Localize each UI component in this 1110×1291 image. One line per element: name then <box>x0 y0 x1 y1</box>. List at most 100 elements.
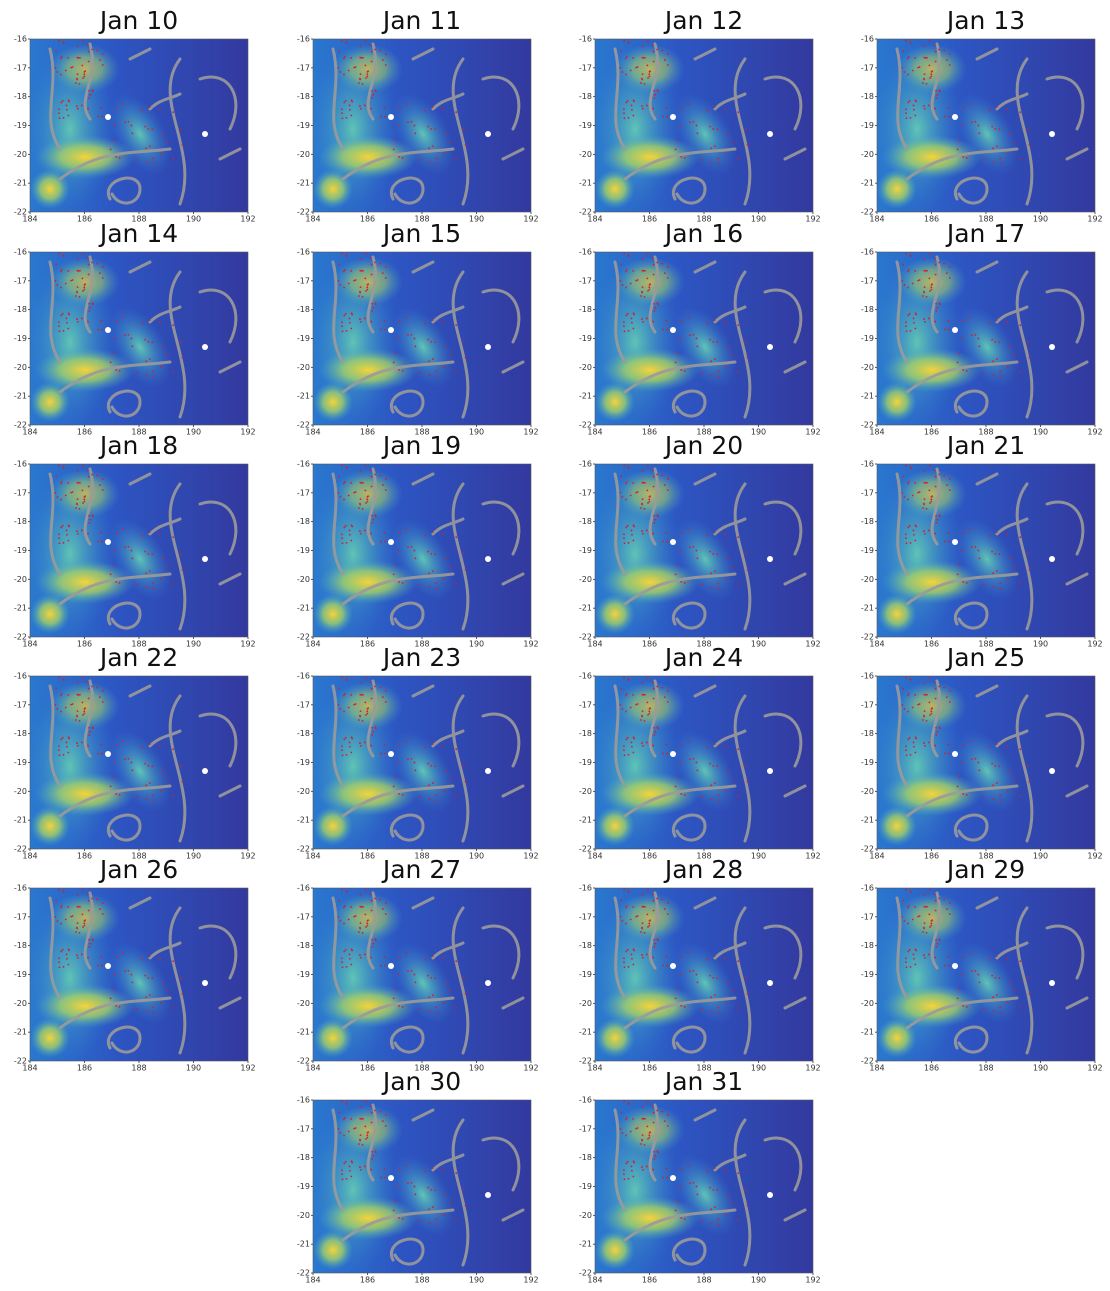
y-tick-label: -21 <box>579 392 592 401</box>
x-tick-label: 190 <box>469 215 484 224</box>
y-tick-label: -22 <box>861 421 874 430</box>
y-tick-label: -22 <box>861 633 874 642</box>
panel-title: Jan 25 <box>945 643 1025 672</box>
x-tick-label: 190 <box>186 1064 201 1073</box>
x-tick-label: 188 <box>978 640 993 649</box>
y-tick-label: -22 <box>14 421 27 430</box>
y-tick-label: -22 <box>14 1057 27 1066</box>
x-tick-label: 184 <box>305 215 320 224</box>
y-tick-label: -19 <box>579 546 592 555</box>
y-tick-label: -18 <box>297 305 310 314</box>
x-tick-label: 190 <box>469 640 484 649</box>
y-tick-label: -21 <box>14 604 27 613</box>
y-tick-label: -16 <box>579 1096 592 1105</box>
panel-title: Jan 30 <box>381 1067 461 1096</box>
y-tick-label: -21 <box>297 1028 310 1037</box>
x-tick-label: 186 <box>924 852 939 861</box>
x-tick-label: 192 <box>240 852 255 861</box>
y-tick-label: -21 <box>579 604 592 613</box>
y-tick-label: -22 <box>861 208 874 217</box>
y-tick-label: -20 <box>579 575 592 584</box>
map <box>313 252 531 425</box>
y-tick-label: -17 <box>861 700 874 709</box>
map <box>595 888 813 1061</box>
y-tick-label: -20 <box>861 787 874 796</box>
y-tick-label: -16 <box>297 1096 310 1105</box>
panel: Jan 26 184 186 188 190 192 -16 -17 -18 -19 -20 -21 -… <box>14 855 256 1073</box>
panel-title: Jan 14 <box>98 219 178 248</box>
x-tick-label: 186 <box>642 428 657 437</box>
y-tick-label: -19 <box>579 121 592 130</box>
y-tick-label: -21 <box>14 179 27 188</box>
y-tick-label: -22 <box>297 421 310 430</box>
y-tick-label: -21 <box>14 816 27 825</box>
y-tick-label: -18 <box>14 941 27 950</box>
x-tick-label: 188 <box>131 1064 146 1073</box>
x-tick-label: 188 <box>696 215 711 224</box>
x-tick-label: 190 <box>1033 1064 1048 1073</box>
y-tick-label: -17 <box>861 912 874 921</box>
x-tick-label: 186 <box>642 1064 657 1073</box>
x-tick-label: 188 <box>131 428 146 437</box>
x-tick-label: 186 <box>924 215 939 224</box>
x-tick-label: 184 <box>22 1064 37 1073</box>
y-tick-label: -18 <box>861 92 874 101</box>
x-tick-label: 188 <box>414 852 429 861</box>
y-tick-label: -16 <box>579 460 592 469</box>
x-tick-label: 186 <box>77 852 92 861</box>
map <box>877 464 1095 637</box>
y-tick-label: -18 <box>579 517 592 526</box>
y-tick-label: -17 <box>861 488 874 497</box>
map <box>877 39 1095 212</box>
x-tick-label: 184 <box>22 215 37 224</box>
map <box>30 252 248 425</box>
panel: Jan 16 184 186 188 190 192 -16 -17 -18 -19 -20 -21 -… <box>579 219 821 437</box>
y-tick-label: -21 <box>297 392 310 401</box>
x-tick-label: 184 <box>305 428 320 437</box>
y-tick-label: -17 <box>14 488 27 497</box>
x-tick-label: 186 <box>360 1276 375 1285</box>
y-tick-label: -21 <box>297 604 310 613</box>
y-tick-label: -21 <box>14 392 27 401</box>
y-tick-label: -16 <box>297 672 310 681</box>
y-tick-label: -19 <box>297 970 310 979</box>
x-tick-label: 190 <box>751 428 766 437</box>
y-tick-label: -19 <box>297 1182 310 1191</box>
x-tick-label: 184 <box>869 852 884 861</box>
x-tick-label: 192 <box>805 640 820 649</box>
y-tick-label: -21 <box>861 179 874 188</box>
panel: Jan 21 184 186 188 190 192 -16 -17 -18 -19 -20 -21 -… <box>861 431 1103 649</box>
y-tick-label: -16 <box>861 460 874 469</box>
map <box>30 676 248 849</box>
y-tick-label: -19 <box>297 121 310 130</box>
y-tick-label: -22 <box>579 421 592 430</box>
x-tick-label: 192 <box>523 1064 538 1073</box>
panel: Jan 28 184 186 188 190 192 -16 -17 -18 -19 -20 -21 -… <box>579 855 821 1073</box>
x-tick-label: 192 <box>240 428 255 437</box>
x-tick-label: 190 <box>751 1064 766 1073</box>
y-tick-label: -19 <box>14 121 27 130</box>
y-tick-label: -21 <box>14 1028 27 1037</box>
x-tick-label: 188 <box>696 1064 711 1073</box>
y-tick-label: -19 <box>579 334 592 343</box>
panel: Jan 10 184 186 188 190 192 -16 -17 -18 -19 -20 -21 -… <box>14 6 256 224</box>
x-tick-label: 186 <box>924 428 939 437</box>
panel-title: Jan 31 <box>663 1067 743 1096</box>
y-tick-label: -21 <box>297 1240 310 1249</box>
panel-title: Jan 11 <box>381 6 461 35</box>
y-tick-label: -20 <box>579 150 592 159</box>
y-tick-label: -16 <box>14 672 27 681</box>
panel-title: Jan 12 <box>663 6 743 35</box>
y-tick-label: -18 <box>297 1153 310 1162</box>
y-tick-label: -19 <box>861 546 874 555</box>
y-tick-label: -19 <box>14 546 27 555</box>
x-tick-label: 186 <box>642 640 657 649</box>
y-tick-label: -18 <box>14 305 27 314</box>
y-tick-label: -20 <box>579 363 592 372</box>
y-tick-label: -18 <box>297 92 310 101</box>
y-tick-label: -17 <box>579 700 592 709</box>
y-tick-label: -19 <box>579 1182 592 1191</box>
y-tick-label: -20 <box>861 363 874 372</box>
x-tick-label: 188 <box>696 1276 711 1285</box>
y-tick-label: -16 <box>861 248 874 257</box>
